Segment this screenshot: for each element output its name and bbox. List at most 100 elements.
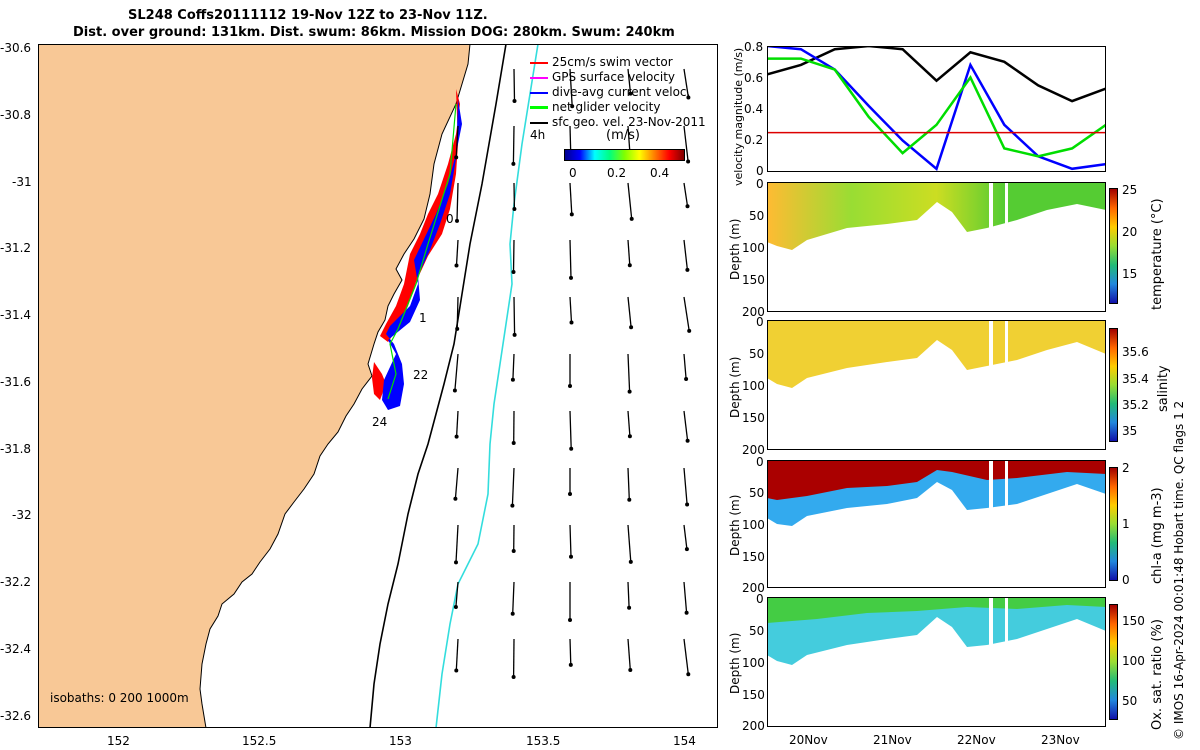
legend-label: GPS surface velocity	[552, 70, 676, 84]
depth-tick: 200	[742, 443, 765, 457]
colorbar-tick: 35	[1122, 424, 1138, 438]
current-arrow	[627, 68, 633, 96]
current-arrow	[569, 182, 574, 217]
current-arrow	[510, 467, 515, 508]
current-arrow	[569, 524, 573, 559]
current-arrow	[454, 410, 459, 439]
depth-tick: 150	[742, 411, 765, 425]
current-arrow	[683, 296, 692, 333]
oxygen-axes-frame	[767, 597, 1106, 727]
current-arrow	[627, 638, 633, 672]
current-arrow	[627, 581, 632, 610]
legend-line-red	[530, 62, 548, 64]
chart-title-line1: SL248 Coffs20111112 19-Nov 12Z to 23-Nov…	[128, 8, 488, 23]
current-arrow	[454, 638, 459, 673]
current-arrow	[512, 68, 517, 103]
colorbar-unit-label: (m/s)	[606, 128, 640, 143]
velocity-line-chart	[767, 46, 1106, 171]
current-arrow	[683, 68, 691, 100]
colorbar-tick: 0.2	[607, 166, 627, 180]
lon-tick-label: 154	[673, 734, 696, 748]
current-arrow	[627, 296, 634, 330]
current-arrow	[511, 524, 516, 553]
current-arrow	[454, 125, 459, 160]
colorbar-tick: 150	[1122, 614, 1145, 628]
velocity-colorbar	[564, 149, 685, 161]
depth-tick: 50	[749, 624, 765, 638]
lat-tick-label: -32	[12, 508, 32, 522]
current-arrow	[454, 524, 459, 565]
temperature-colorbar-label: temperature (°C)	[1150, 198, 1165, 310]
current-arrow	[452, 353, 459, 393]
velocity-ytick: 0.2	[744, 133, 764, 147]
colorbar-tick: 35.2	[1122, 398, 1149, 412]
current-arrow	[511, 125, 516, 166]
salinity-axes-frame	[767, 320, 1106, 450]
current-arrow	[510, 581, 515, 616]
current-arrow	[683, 581, 689, 615]
depth-tick: 50	[749, 347, 765, 361]
time-tick: 22Nov	[957, 733, 996, 747]
velocity-ytick: 0.6	[744, 71, 764, 85]
colorbar-tick: 35.6	[1122, 345, 1149, 359]
credit-text: © IMOS 16-Apr-2024 00:01:48 Hobart time.…	[1172, 400, 1186, 740]
current-arrow	[568, 582, 572, 622]
isobath-1000	[435, 44, 539, 728]
depth-tick: 50	[749, 486, 765, 500]
time-tick: 20Nov	[789, 733, 828, 747]
current-arrow	[569, 239, 573, 280]
lat-tick-label: -31.4	[0, 308, 32, 322]
current-arrow	[627, 467, 632, 502]
current-arrow	[455, 182, 459, 223]
depth-tick: 200	[742, 305, 765, 319]
legend-label: 25cm/s swim vector	[552, 55, 673, 69]
depth-tick: 0	[756, 315, 764, 329]
current-arrow	[627, 239, 632, 268]
track-label: 1	[419, 311, 427, 325]
depth-tick: 0	[756, 592, 764, 606]
current-arrow	[511, 239, 516, 274]
lat-tick-label: -31	[12, 175, 32, 189]
lon-tick-label: 152	[107, 734, 130, 748]
depth-tick: 0	[756, 455, 764, 469]
lat-tick-label: -30.6	[0, 41, 32, 55]
colorbar-tick: 100	[1122, 654, 1145, 668]
current-arrow	[453, 581, 459, 609]
isobaths-note: isobaths: 0 200 1000m	[50, 691, 189, 705]
chla-axes-frame	[767, 460, 1106, 588]
colorbar-tick: 20	[1122, 225, 1138, 239]
temperature-axes-frame	[767, 182, 1106, 312]
land-area	[38, 44, 471, 728]
current-arrow	[453, 467, 459, 501]
temperature-colorbar	[1109, 188, 1118, 304]
velocity-ytick: 0	[756, 164, 764, 178]
legend-label: sfc geo. vel. 23-Nov-2011	[552, 115, 706, 129]
track-label: 4h	[530, 128, 546, 142]
colorbar-tick: 0.4	[650, 166, 670, 180]
current-arrow	[627, 353, 632, 394]
velocity-axes-frame	[767, 46, 1106, 172]
isobath-200	[369, 44, 507, 728]
oxygen-ylabel: Depth (m)	[728, 632, 742, 694]
velocity-ytick: 0.8	[744, 40, 764, 54]
salinity-ylabel: Depth (m)	[728, 356, 742, 418]
salinity-colorbar-label: salinity	[1156, 365, 1171, 412]
current-arrow	[683, 467, 690, 507]
depth-tick: 150	[742, 550, 765, 564]
depth-tick: 150	[742, 688, 765, 702]
current-arrow	[454, 239, 459, 268]
colorbar-tick: 50	[1122, 694, 1138, 708]
depth-tick: 0	[756, 177, 764, 191]
legend-line-magenta	[530, 77, 548, 79]
current-arrow	[627, 410, 632, 439]
chla-ylabel: Depth (m)	[728, 494, 742, 556]
chla-colorbar-label: chl-a (mg m-3)	[1150, 487, 1165, 584]
legend-line-blue	[530, 92, 548, 94]
legend-label: dive-avg current veloc.	[552, 85, 691, 99]
current-arrow	[569, 410, 574, 451]
colorbar-tick: 1	[1122, 517, 1130, 531]
lat-tick-label: -32.2	[0, 575, 32, 589]
chla-colorbar	[1109, 467, 1118, 581]
current-arrow	[683, 353, 689, 381]
lat-tick-label: -32.6	[0, 709, 32, 723]
